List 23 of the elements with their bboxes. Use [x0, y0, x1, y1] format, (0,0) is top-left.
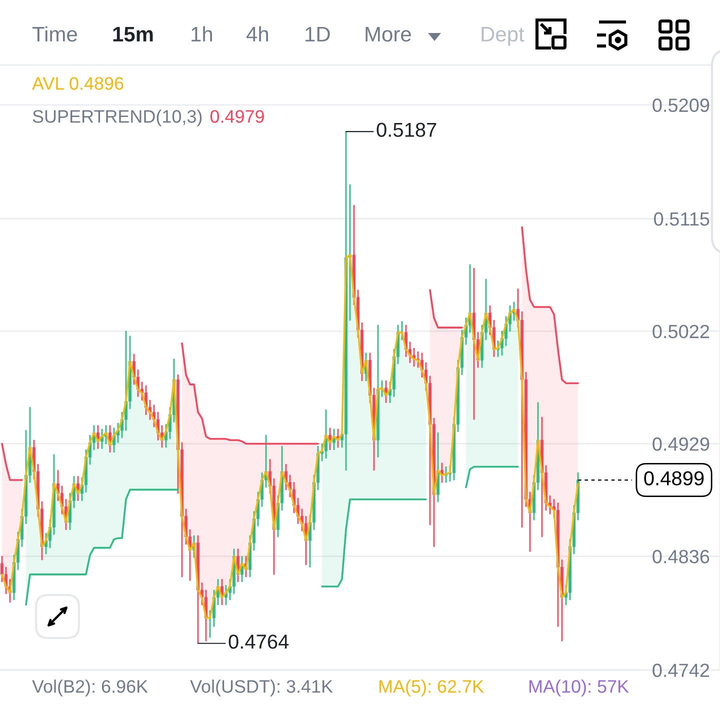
y-tick-label: 0.5209 — [652, 98, 710, 112]
annotation: 0.4764 — [228, 634, 289, 649]
y-tick-label: 0.4742 — [652, 664, 710, 678]
text: Time — [32, 26, 77, 42]
annotation: 0.4979 — [210, 110, 264, 123]
ref-line-label: 0.4899 — [644, 471, 704, 486]
text: Vol(USDT): 3.41K — [190, 680, 333, 696]
text: 1D — [306, 26, 330, 42]
y-tick-label: 0.4836 — [652, 550, 710, 564]
text: More — [366, 26, 411, 42]
y-tick-label: 0.4929 — [652, 437, 710, 451]
annotation: 0.5187 — [376, 122, 436, 137]
annotation: AVL 0.4896 — [32, 77, 124, 90]
text: MA(10): 57K — [529, 680, 629, 696]
text: Vol(B2): 6.96K — [32, 680, 148, 696]
y-tick-label: 0.5022 — [652, 324, 710, 338]
text: 1h — [192, 26, 212, 42]
text: Dept — [482, 26, 524, 46]
text: 15m — [113, 26, 153, 42]
text: 4h — [246, 26, 268, 42]
text: MA(5): 62.7K — [379, 680, 484, 696]
annotation: SUPERTREND(10,3) — [32, 110, 202, 126]
y-tick-label: 0.5115 — [654, 212, 710, 226]
